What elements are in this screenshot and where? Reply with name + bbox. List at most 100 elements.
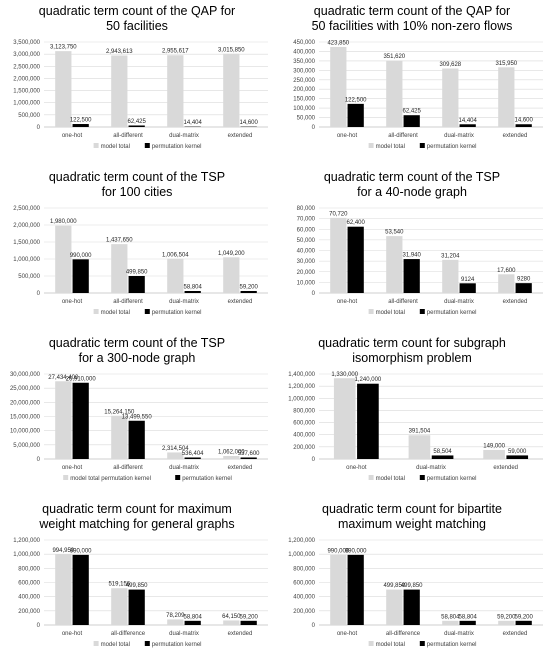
- data-label: 58,804: [441, 614, 460, 620]
- bar-permutation-kernel: [240, 457, 257, 459]
- y-tick-label: 2,000,000: [13, 76, 40, 82]
- x-tick-label: all-different: [388, 133, 418, 139]
- y-tick-label: 30,000: [297, 259, 316, 265]
- data-label: 53,540: [385, 230, 404, 236]
- y-tick-label: 400,000: [293, 433, 315, 439]
- legend-swatch: [368, 641, 374, 646]
- chart-panel-tsp-100: quadratic term count of the TSP for 100 c…: [0, 166, 275, 332]
- y-tick-label: 100,000: [293, 106, 315, 112]
- x-tick-label: extended: [228, 465, 253, 471]
- y-tick-label: 600,000: [293, 581, 315, 587]
- y-tick-label: 1,000,000: [13, 552, 40, 558]
- y-tick-label: 20,000,000: [10, 400, 41, 406]
- data-label: 62,425: [403, 109, 422, 115]
- x-tick-label: all-different: [113, 465, 143, 471]
- chart-panel-mwm-bipartite: quadratic term count for bipartite maximu…: [275, 498, 550, 664]
- bar-permutation-kernel: [403, 115, 420, 127]
- y-tick-label: 200,000: [293, 87, 315, 93]
- data-label: 14,404: [459, 118, 478, 124]
- legend-label: model total: [376, 476, 405, 482]
- legend-swatch: [175, 475, 181, 480]
- x-tick-label: extended: [228, 133, 253, 139]
- x-tick-label: one-hot: [62, 465, 83, 471]
- chart-title-line: weight matching for general graphs: [38, 517, 234, 531]
- x-tick-label: extended: [228, 299, 253, 305]
- data-label: 26,910,000: [66, 376, 97, 382]
- y-tick-label: 1,000,000: [288, 396, 315, 402]
- chart-panel-tsp-300: quadratic term count of the TSP for a 300…: [0, 332, 275, 498]
- chart-title-line: for 100 cities: [102, 185, 173, 199]
- data-label: 62,400: [347, 220, 366, 226]
- bar-permutation-kernel: [431, 455, 454, 459]
- y-tick-label: 25,000,000: [10, 386, 41, 392]
- data-label: 2,955,617: [162, 49, 189, 55]
- y-tick-label: 0: [312, 125, 316, 131]
- y-tick-label: 3,500,000: [13, 40, 40, 46]
- legend-label: permutation kernel: [152, 642, 202, 648]
- bar-model-total: [223, 455, 240, 459]
- x-tick-label: extended: [503, 133, 528, 139]
- data-label: 122,500: [345, 97, 367, 103]
- x-tick-label: dual-matrix: [444, 631, 474, 637]
- y-tick-label: 50,000: [297, 116, 316, 122]
- y-tick-label: 600,000: [18, 581, 40, 587]
- data-label: 59,200: [240, 614, 259, 620]
- bar-model-total: [167, 452, 184, 459]
- data-label: 58,804: [184, 285, 203, 291]
- bar-permutation-kernel: [347, 103, 364, 127]
- legend-label: model total: [376, 310, 405, 316]
- x-tick-label: all-difference: [386, 631, 421, 637]
- data-label: 1,240,000: [355, 377, 382, 383]
- y-tick-label: 2,000,000: [13, 223, 40, 229]
- bar-permutation-kernel: [128, 589, 145, 625]
- chart-title-line: quadratic term count for maximum: [42, 502, 232, 516]
- legend-label: permutation kernel: [427, 310, 477, 316]
- chart-panel-qap-50: quadratic term count of the QAP for 50 fa…: [0, 0, 275, 166]
- y-tick-label: 350,000: [293, 59, 315, 65]
- data-label: 122,500: [70, 118, 92, 124]
- y-tick-label: 400,000: [293, 49, 315, 55]
- y-tick-label: 30,000,000: [10, 372, 41, 378]
- legend-swatch: [368, 309, 374, 314]
- y-tick-label: 450,000: [293, 40, 315, 46]
- data-label: 391,504: [409, 429, 431, 435]
- y-tick-label: 1,200,000: [288, 538, 315, 544]
- bar-permutation-kernel: [357, 383, 379, 459]
- data-label: 14,600: [240, 120, 259, 126]
- bar-model-total: [167, 619, 184, 625]
- y-tick-label: 50,000: [297, 238, 316, 244]
- bar-permutation-kernel: [184, 291, 201, 293]
- bar-model-total: [330, 46, 347, 127]
- x-tick-label: extended: [503, 631, 528, 637]
- bar-permutation-kernel: [72, 259, 89, 293]
- chart-svg: quadratic term count for bipartitemaximu…: [288, 502, 543, 648]
- y-tick-label: 1,000,000: [288, 552, 315, 558]
- bar-model-total: [111, 415, 128, 459]
- x-tick-label: one-hot: [62, 133, 83, 139]
- y-tick-label: 1,000,000: [13, 257, 40, 263]
- y-tick-label: 5,000,000: [13, 443, 40, 449]
- data-label: 9280: [517, 277, 531, 283]
- bar-permutation-kernel: [515, 283, 532, 293]
- x-tick-label: dual-matrix: [169, 299, 199, 305]
- data-label: 499,850: [126, 583, 148, 589]
- y-tick-label: 40,000: [297, 249, 316, 255]
- x-tick-label: one-hot: [62, 299, 83, 305]
- bar-model-total: [386, 589, 403, 625]
- data-label: 537,600: [238, 451, 260, 457]
- y-tick-label: 400,000: [18, 595, 40, 601]
- x-tick-label: extended: [493, 465, 518, 471]
- legend-label: model total: [376, 642, 405, 648]
- x-tick-label: dual-matrix: [169, 465, 199, 471]
- chart-title-line: for a 300-node graph: [79, 351, 196, 365]
- legend-label: permutation kernel: [427, 642, 477, 648]
- x-tick-label: all-different: [113, 299, 143, 305]
- legend-label: permutation kernel: [427, 476, 477, 482]
- y-tick-label: 600,000: [293, 421, 315, 427]
- y-tick-label: 0: [312, 623, 316, 629]
- data-label: 351,620: [383, 54, 405, 60]
- y-tick-label: 150,000: [293, 97, 315, 103]
